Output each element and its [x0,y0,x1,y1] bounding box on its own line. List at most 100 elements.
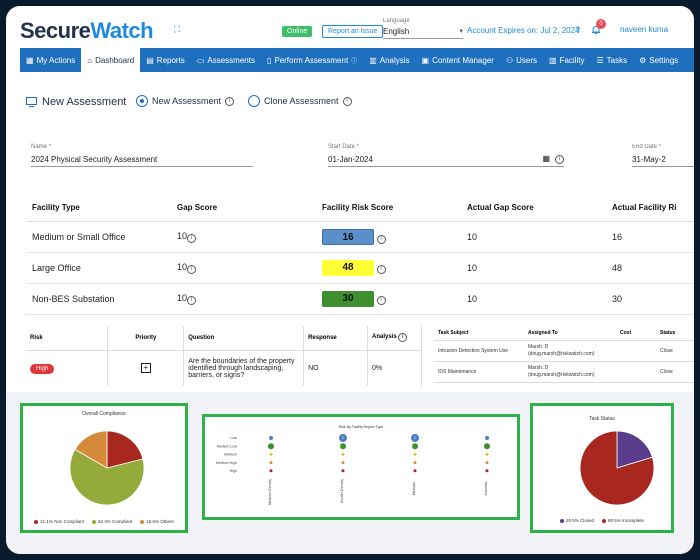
info-icon: i [555,155,564,164]
language-select[interactable]: English ▾ [383,27,463,39]
facility-type-cell: Large Office [26,252,171,284]
legend-item[interactable]: 62.3% Compliant [91,519,132,524]
calendar-icon[interactable]: ▦ [542,154,550,163]
pie-slice-incomplete[interactable] [579,430,655,506]
risk-score-cell: 16 i [316,221,461,253]
assigned-to-cell: Marsh, D (doug.marsh@riskwatch.com) [524,361,616,383]
building-icon: ▥ [549,55,557,65]
start-date-field[interactable]: Start Date * 01-Jan-2024 ▦ i [328,144,564,167]
actual-risk-cell: 48 [606,252,694,284]
scatter-point[interactable] [340,443,346,450]
col-actual-facility-risk[interactable]: Actual Facility Ri [606,195,694,222]
facility-type-cell: Medium or Small Office [26,221,171,253]
user-menu[interactable]: naveen kuma [620,25,669,34]
scatter-point[interactable] [485,461,489,465]
report-issue-button[interactable]: Report an Issue [322,25,384,38]
legend-item[interactable]: 80.5% Incomplete [602,518,644,523]
risk-cell: High [26,350,109,386]
nav-analysis[interactable]: ▥ Analysis [369,55,410,65]
scatter-point[interactable] [341,469,345,473]
chart-legend: 21.1% Non Compliant 62.3% Compliant 16.6… [23,519,185,524]
start-date-input[interactable]: 01-Jan-2024 ▦ i [328,154,564,167]
legend-item[interactable]: 16.6% Others [140,519,174,524]
task-subject-cell: Intrusion Detection System Use [434,340,524,362]
legend-item[interactable]: 20.5% Closed [559,518,594,523]
info-icon: i [342,96,352,106]
pie-slice-non-compliant[interactable] [106,430,144,469]
expand-icon[interactable]: ⛶ [174,24,181,34]
radio-new-assessment[interactable]: New Assessment i [136,95,235,107]
radio-clone-assessment[interactable]: Clone Assessment i [248,95,352,107]
end-date-input[interactable]: 31-May-2 [632,155,694,167]
info-icon[interactable]: i [376,264,386,274]
nav-settings[interactable]: ⚙ Settings [639,55,679,65]
risk-by-region-scatter: Low Medium Low Medium Medium High High Medium… [216,434,490,505]
scatter-point[interactable] [412,443,418,450]
table-row[interactable]: Intrusion Detection System Use Marsh, D … [434,340,694,362]
actual-risk-cell: 16 [606,221,694,253]
name-field[interactable]: Name * 2024 Physical Security Assessment [31,144,253,167]
col-actual-gap-score[interactable]: Actual Gap Score [461,195,606,222]
table-row[interactable]: Non-BES Substation 10 i 30 i 10 30 [26,283,694,315]
nav-my-actions[interactable]: ▦ My Actions [26,55,76,65]
scatter-point[interactable] [341,461,345,465]
logo[interactable]: SecureWatch [20,18,154,43]
gap-score-cell: 10 i [171,283,316,315]
nav-perform-assessment[interactable]: ▯ Perform Assessment ⓘ [266,55,358,65]
nav-assessments[interactable]: ▭ Assessments [196,55,255,65]
radio-selected [136,95,148,107]
pie-slice-compliant[interactable] [69,448,145,506]
risk-level-badge: High [30,363,55,374]
end-date-field[interactable]: End Date * 31-May-2 [632,144,694,167]
info-icon[interactable]: i [398,333,408,343]
risk-score-badge: 48 [322,259,374,276]
table-row[interactable]: High + Are the boundaries of the propert… [26,350,422,386]
add-priority-button[interactable]: + [140,363,151,374]
table-header-row: Task Subject Assigned To Cost Status [434,326,694,341]
col-facility-type[interactable]: Facility Type [26,195,171,222]
table-row[interactable]: Large Office 10 i 48 i 10 48 [26,252,694,284]
scatter-point[interactable] [413,452,417,456]
pie-slice-others[interactable] [74,430,108,469]
col-facility-risk-score[interactable]: Facility Risk Score [316,195,461,222]
scatter-point[interactable] [341,452,345,456]
help-icon[interactable]: ? [575,25,581,35]
name-input[interactable]: 2024 Physical Security Assessment [31,155,253,167]
scatter-point[interactable] [485,436,489,440]
info-icon[interactable]: i [376,295,386,305]
scatter-point[interactable] [269,461,273,465]
nav-tasks[interactable]: ☰ Tasks [596,55,628,65]
list-icon: ☰ [596,55,604,65]
cost-cell [616,340,656,362]
nav-facility[interactable]: ▥ Facility [549,55,585,65]
scatter-point[interactable] [485,452,489,456]
scatter-point[interactable] [268,443,274,450]
scatter-point[interactable] [413,469,417,473]
scatter-point[interactable] [269,436,273,440]
scatter-point[interactable] [485,469,489,473]
nav-reports[interactable]: ▤ Reports [146,55,185,65]
info-icon[interactable]: i [187,295,197,305]
nav-content-manager[interactable]: ▣ Content Manager [421,55,494,65]
legend-swatch [34,519,39,524]
info-icon[interactable]: i [187,264,197,274]
users-icon: ⚇ [505,55,514,65]
pie-slice-closed[interactable] [616,430,653,469]
status-cell: Close [656,340,694,362]
priority-cell: + [107,350,185,386]
table-row[interactable]: IDS Maintenance Marsh, D (doug.marsh@ris… [434,361,694,383]
scatter-point[interactable] [269,452,273,456]
nav-dashboard[interactable]: ⌂ Dashboard [81,48,141,72]
info-icon[interactable]: i [187,233,197,243]
scatter-point[interactable] [413,461,417,465]
info-icon[interactable]: i [376,234,386,244]
scatter-point[interactable] [484,443,490,450]
table-row[interactable]: Medium or Small Office 10 i 16 i 10 16 [26,221,694,253]
scatter-point[interactable] [411,434,419,442]
scatter-point[interactable] [269,469,273,473]
data-label: 1 [414,436,416,440]
col-gap-score[interactable]: Gap Score [171,195,316,222]
scatter-point[interactable] [339,434,347,442]
legend-item[interactable]: 21.1% Non Compliant [34,519,84,524]
nav-users[interactable]: ⚇ Users [505,55,537,65]
